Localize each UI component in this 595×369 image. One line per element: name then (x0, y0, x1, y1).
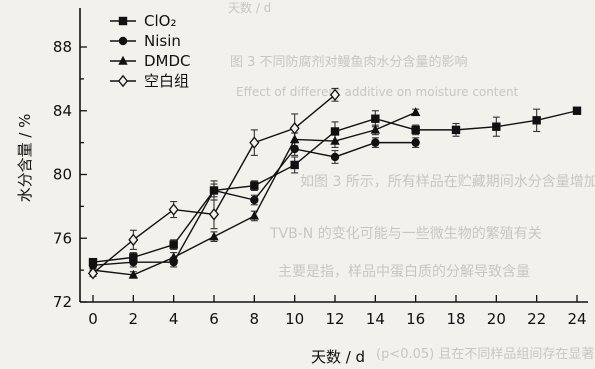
y-tick-label: 88 (53, 38, 72, 56)
bleed-text-6: 主要是指，样品中蛋白质的分解导致含量 (278, 264, 530, 280)
bleed-text-2: 图 3 不同防腐剂对鳗鱼肉水分含量的影响 (230, 54, 468, 70)
y-tick-label: 84 (53, 102, 72, 120)
point-clo2 (290, 160, 299, 170)
y-tick-label: 76 (53, 229, 72, 247)
background-bleed-text: 天数 / d 图 3 不同防腐剂对鳗鱼肉水分含量的影响 Effect of di… (228, 0, 595, 362)
x-tick-label: 24 (567, 310, 586, 328)
point-blank (128, 233, 139, 247)
x-tick-label: 16 (406, 310, 425, 328)
point-blank (87, 267, 99, 280)
point-clo2 (532, 116, 541, 125)
x-tick-label: 22 (527, 310, 546, 328)
bleed-text-4: 如图 3 所示，所有样品在贮藏期间水分含量增加 (300, 174, 595, 190)
x-tick-label: 0 (88, 310, 98, 328)
series-markers (87, 88, 582, 280)
point-clo2 (492, 122, 501, 131)
point-blank (168, 203, 179, 216)
x-tick-label: 10 (285, 310, 304, 328)
legend-label-clo2: ClO₂ (144, 12, 176, 30)
bleed-text-5: TVB-N 的变化可能与一些微生物的繁殖有关 (269, 225, 542, 242)
point-clo2 (411, 125, 420, 135)
point-dmdc (168, 252, 179, 262)
point-dmdc (128, 269, 139, 279)
x-tick-label: 20 (487, 310, 506, 328)
y-tick-label: 80 (53, 166, 72, 184)
x-axis-ticks: 0 2 4 6 8 10 12 14 16 18 20 22 24 (88, 295, 587, 328)
x-tick-label: 6 (209, 310, 219, 328)
point-clo2 (330, 127, 340, 136)
point-clo2 (129, 253, 138, 262)
point-dmdc (209, 231, 219, 241)
point-nisin (290, 144, 299, 154)
legend-marker-dmdc (118, 55, 128, 65)
legend-label-dmdc: DMDC (144, 52, 191, 70)
x-tick-label: 12 (325, 310, 344, 328)
point-blank (249, 136, 260, 149)
legend-label-blank: 空白组 (144, 72, 189, 90)
point-blank (208, 208, 220, 221)
point-clo2 (371, 114, 380, 123)
point-blank (289, 122, 300, 135)
point-blank (329, 88, 341, 102)
point-nisin (250, 195, 259, 205)
x-tick-label: 18 (446, 310, 465, 328)
point-nisin (411, 138, 420, 147)
point-dmdc (249, 210, 260, 220)
x-tick-label: 14 (366, 310, 385, 328)
legend: ClO₂ Nisin DMDC 空白组 (110, 12, 191, 90)
point-dmdc (330, 135, 340, 145)
x-tick-label: 2 (129, 310, 139, 328)
legend-label-nisin: Nisin (144, 32, 181, 50)
point-clo2 (169, 240, 178, 249)
bleed-text-1: 天数 / d (228, 0, 271, 15)
legend-marker-clo2 (118, 16, 128, 26)
point-clo2 (451, 125, 461, 135)
bleed-text-3: Effect of different additive on moisture… (236, 85, 519, 99)
bleed-text-7: (p<0.05) 且在不同样品组间存在显著性差异 (376, 347, 595, 362)
legend-marker-nisin (118, 36, 128, 46)
y-tick-label: 72 (53, 293, 72, 311)
point-dmdc (370, 124, 381, 134)
y-axis-title: 水分含量 / % (16, 114, 34, 203)
y-axis-ticks: 72 76 80 84 88 (53, 38, 87, 311)
point-nisin (209, 186, 219, 195)
point-dmdc (410, 107, 421, 117)
point-clo2 (250, 181, 259, 190)
x-tick-label: 8 (250, 310, 260, 328)
x-axis-title: 天数 / d (311, 348, 365, 366)
point-clo2 (572, 106, 582, 115)
point-nisin (129, 257, 138, 267)
point-nisin (330, 152, 340, 162)
legend-marker-blank (117, 74, 129, 88)
point-dmdc (289, 134, 300, 144)
x-tick-label: 4 (169, 310, 179, 328)
point-nisin (371, 138, 380, 147)
